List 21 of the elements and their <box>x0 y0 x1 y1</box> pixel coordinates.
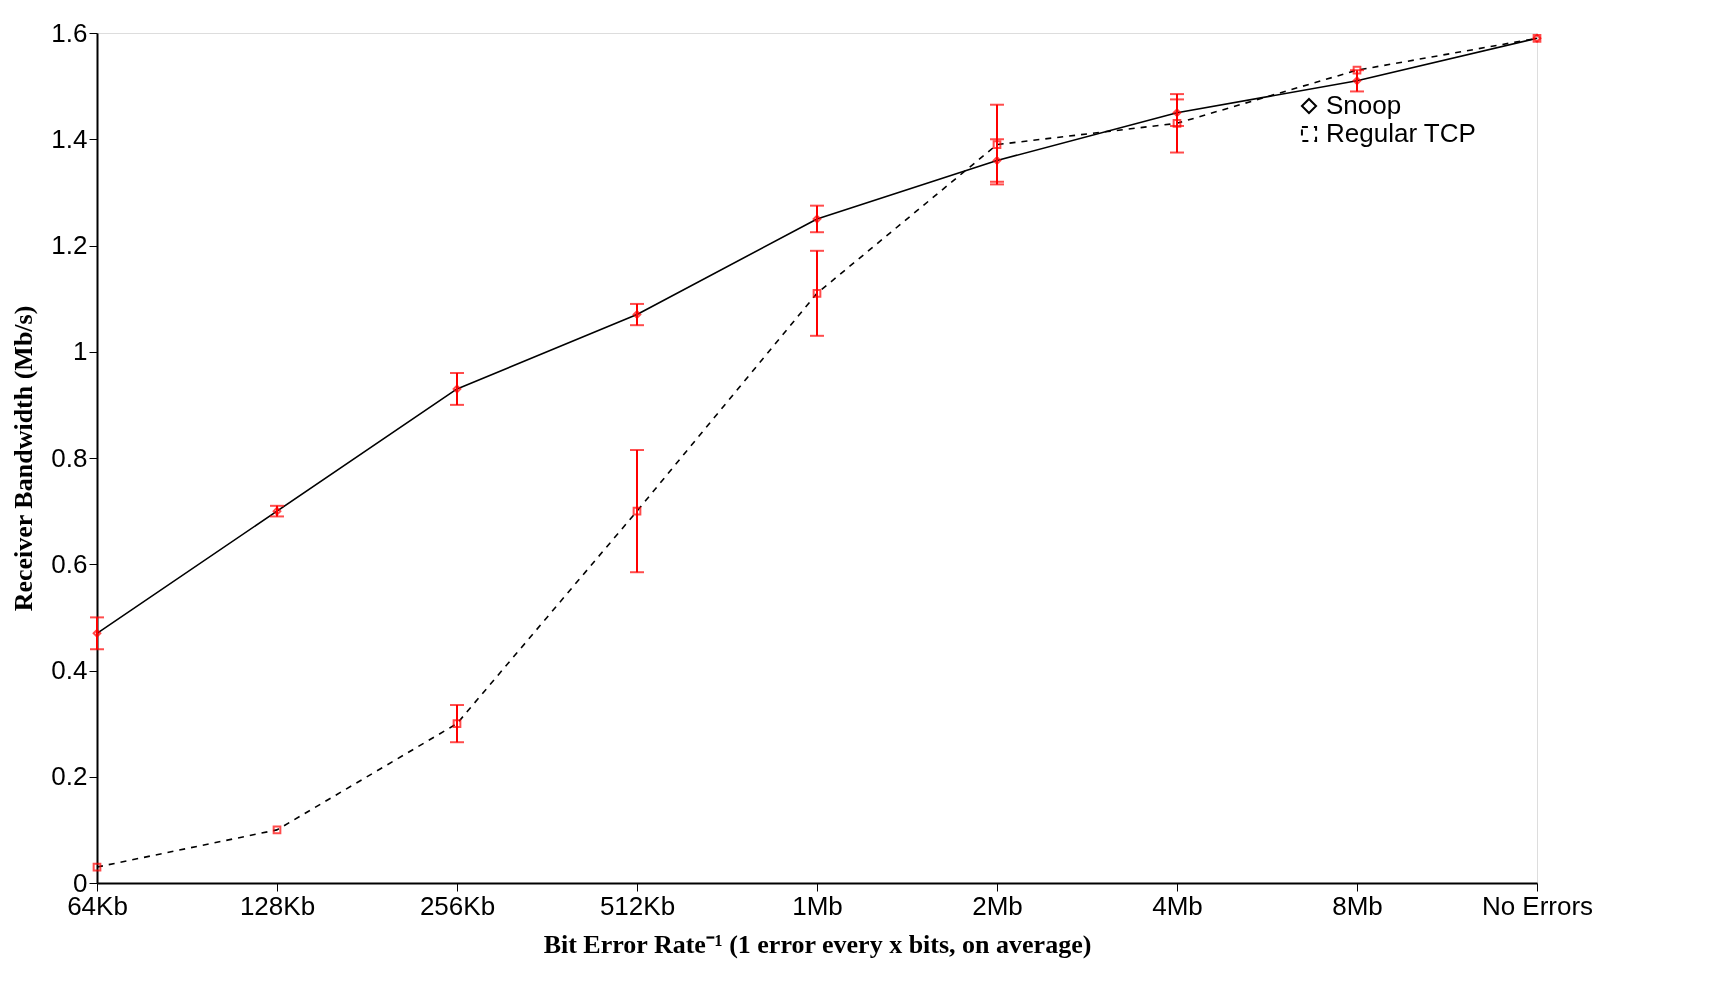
y-tick-label: 0.2 <box>51 761 88 792</box>
y-axis-title: Receiver Bandwidth (Mb/s) <box>9 305 39 612</box>
x-tick-label: 512Kb <box>599 890 676 921</box>
y-tick-label: 0.4 <box>51 655 88 685</box>
x-axis-title: Bit Error Rate⁻¹ (1 error every x bits, on average) <box>543 929 1092 959</box>
y-tick-label: 1.2 <box>51 230 88 260</box>
y-tick-label: 1.4 <box>51 123 88 154</box>
x-tick-label: 256Kb <box>419 890 496 921</box>
x-tick-label: No Errors <box>1481 890 1594 921</box>
x-tick-label: 8Mb <box>1332 890 1383 921</box>
x-tick-label: 2Mb <box>972 890 1023 921</box>
legend-label: Snoop <box>1326 90 1402 120</box>
y-tick-label: 1 <box>73 336 88 367</box>
y-tick-label: 1.6 <box>51 17 88 48</box>
x-tick-label: 4Mb <box>1152 890 1203 921</box>
y-tick-label: 0.6 <box>51 548 88 579</box>
y-tick-label: 0 <box>73 867 88 898</box>
x-tick-label: 1Mb <box>792 890 843 921</box>
x-tick-label: 128Kb <box>239 890 316 921</box>
y-tick-label: 0.8 <box>51 442 88 473</box>
legend-label: Regular TCP <box>1326 118 1476 148</box>
